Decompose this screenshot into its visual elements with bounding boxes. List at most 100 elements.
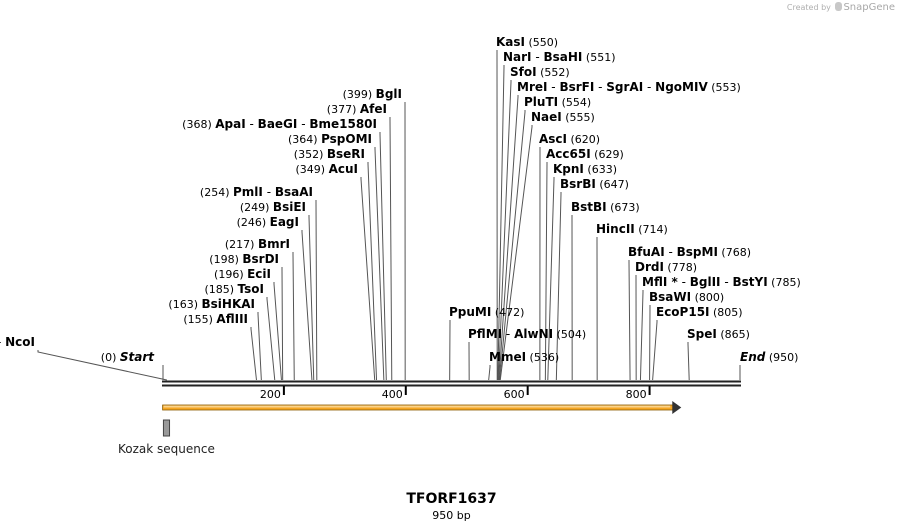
- site-leader-line: [281, 267, 284, 381]
- enzyme-name: PmlI: [233, 185, 263, 199]
- site-label: DrdI (778): [635, 260, 697, 274]
- enzyme-name: BsaAI: [275, 185, 313, 199]
- site-label: (368) ApaI - BaeGI - Bme1580I: [182, 117, 377, 131]
- sequence-backbone: [162, 380, 741, 387]
- site-leader-line: [301, 230, 313, 381]
- enzyme-name: MflI *: [642, 275, 678, 289]
- site-position: (629): [591, 148, 624, 161]
- site-label: PluTI (554): [524, 95, 591, 109]
- enzyme-name: BstBI: [571, 200, 607, 214]
- site-leader-line: [257, 312, 262, 381]
- site-leader-line: [499, 110, 526, 381]
- enzyme-name: PpuMI: [449, 305, 491, 319]
- site-leader-line: [37, 350, 167, 381]
- enzyme-name: EcoP15I: [656, 305, 710, 319]
- enzyme-name: BaeGI: [258, 117, 298, 131]
- site-label: (377) AfeI: [327, 102, 387, 116]
- site-leader-line: [374, 147, 385, 381]
- site-position: (254): [200, 186, 233, 199]
- site-position: (785): [768, 276, 801, 289]
- site-label: BstBI (673): [571, 200, 640, 214]
- enzyme-name: DrdI: [635, 260, 664, 274]
- site-label: SpeI (865): [687, 327, 750, 341]
- site-position: (504): [553, 328, 586, 341]
- site-leader-line: [367, 162, 378, 381]
- sequence-name: TFORF1637: [406, 491, 497, 507]
- enzyme-name: EagI: [270, 215, 299, 229]
- enzyme-name: KasI: [496, 35, 525, 49]
- site-label: PflMI - AlwNI (504): [468, 327, 586, 341]
- site-label: (185) TsoI: [204, 282, 264, 296]
- site-label: (249) BsiEI: [240, 200, 306, 214]
- enzyme-name: AfeI: [360, 102, 387, 116]
- site-position: (714): [635, 223, 668, 236]
- site-position: (198): [209, 253, 242, 266]
- site-label: KpnI (633): [553, 162, 617, 176]
- site-position: (399): [343, 88, 376, 101]
- site-position: (620): [567, 133, 600, 146]
- site-leader-line: [292, 252, 295, 381]
- site-position: (673): [607, 201, 640, 214]
- enzyme-name: EciI: [247, 267, 271, 281]
- enzyme-name: BstYI: [732, 275, 767, 289]
- site-label: (399) BglI: [343, 87, 402, 101]
- site-position: (196): [214, 268, 247, 281]
- enzyme-name: BsaWI: [649, 290, 691, 304]
- site-position: (217): [225, 238, 258, 251]
- site-position: (555): [562, 111, 595, 124]
- site-leader-line: [360, 177, 376, 381]
- site-position: (352): [294, 148, 327, 161]
- ruler-tick-label: 800: [626, 388, 647, 401]
- ruler-tick-label: 200: [260, 388, 281, 401]
- kozak-sequence-label: Kozak sequence: [118, 442, 215, 456]
- site-position: (368): [182, 118, 215, 131]
- site-leader-line: [628, 260, 631, 381]
- watermark-prefix: Created by: [786, 3, 831, 12]
- site-position: (553): [708, 81, 741, 94]
- site-position: (550): [525, 36, 558, 49]
- site-label: (196) EciI: [214, 267, 271, 281]
- feature-track: [162, 401, 682, 437]
- enzyme-name: NcoI: [5, 335, 35, 349]
- ruler-ticks: 200 400 600 800: [260, 386, 651, 401]
- enzyme-name: SgrAI: [606, 80, 643, 94]
- enzyme-name: BsrBI: [560, 177, 596, 191]
- site-leader-line: [555, 192, 562, 381]
- site-label: MreI - BsrFI - SgrAI - NgoMIV (553): [517, 80, 741, 94]
- site-label: PpuMI (472): [449, 305, 524, 319]
- enzyme-name: PspOMI: [321, 132, 372, 146]
- site-leader-line: [389, 117, 393, 381]
- site-leader-line: [250, 327, 257, 381]
- site-label: MmeI (536): [489, 350, 559, 364]
- enzyme-name: KpnI: [553, 162, 584, 176]
- site-position: (551): [582, 51, 615, 64]
- end-text: End: [740, 350, 766, 364]
- site-leader-line: [308, 215, 315, 381]
- enzyme-name: AscI: [539, 132, 567, 146]
- site-leader-line: [687, 342, 690, 381]
- sequence-length: 950 bp: [432, 509, 471, 522]
- site-label: SfoI (552): [510, 65, 570, 79]
- enzyme-name: MmeI: [489, 350, 526, 364]
- site-position: (155): [183, 313, 216, 326]
- site-label: AscI (620): [539, 132, 600, 146]
- enzyme-name: SpeI: [687, 327, 717, 341]
- enzyme-name: ApaI: [215, 117, 245, 131]
- enzyme-name: BseRI: [327, 147, 365, 161]
- orf-arrow-head: [672, 401, 682, 414]
- enzyme-name: BsrFI: [559, 80, 594, 94]
- watermark-brand: SnapGene: [843, 2, 895, 13]
- site-label: HincII (714): [596, 222, 668, 236]
- start-text: Start: [120, 350, 155, 364]
- site-label: MflI * - BglII - BstYI (785): [642, 275, 801, 289]
- site-label: (163) BsiHKAI: [168, 297, 255, 311]
- site-position: (768): [718, 246, 751, 259]
- enzyme-name: AcuI: [329, 162, 358, 176]
- site-position: (647): [596, 178, 629, 191]
- enzyme-name: HincII: [596, 222, 635, 236]
- site-label: KasI (550): [496, 35, 558, 49]
- site-label: (352) BseRI: [294, 147, 365, 161]
- end-position: (950): [765, 351, 798, 364]
- site-leader-line: [315, 200, 318, 381]
